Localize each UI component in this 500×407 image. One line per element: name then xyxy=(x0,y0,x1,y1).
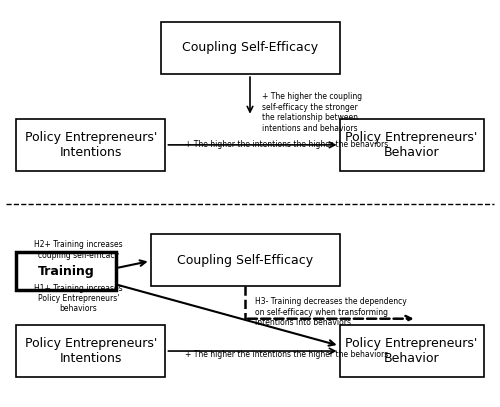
Text: Training: Training xyxy=(38,265,94,278)
FancyBboxPatch shape xyxy=(16,118,166,171)
Text: Policy Entrepreneurs'
Behavior: Policy Entrepreneurs' Behavior xyxy=(346,131,478,159)
FancyBboxPatch shape xyxy=(150,234,340,287)
FancyBboxPatch shape xyxy=(16,325,166,377)
Text: + The higher the intentions the higher the behaviors: + The higher the intentions the higher t… xyxy=(186,140,388,149)
FancyBboxPatch shape xyxy=(340,118,484,171)
Text: H2+ Training increases
coupling self-efficacy: H2+ Training increases coupling self-eff… xyxy=(34,240,123,260)
Text: Coupling Self-Efficacy: Coupling Self-Efficacy xyxy=(177,254,313,267)
FancyBboxPatch shape xyxy=(160,22,340,74)
Text: Policy Entrepreneurs'
Intentions: Policy Entrepreneurs' Intentions xyxy=(24,337,157,365)
Text: H1+ Training increases
Policy Entrepreneurs'
behaviors: H1+ Training increases Policy Entreprene… xyxy=(34,284,123,313)
Text: Policy Entrepreneurs'
Behavior: Policy Entrepreneurs' Behavior xyxy=(346,337,478,365)
Text: H3- Training decreases the dependency
on self-efficacy when transforming
intenti: H3- Training decreases the dependency on… xyxy=(255,297,406,327)
Text: Policy Entrepreneurs'
Intentions: Policy Entrepreneurs' Intentions xyxy=(24,131,157,159)
Text: Coupling Self-Efficacy: Coupling Self-Efficacy xyxy=(182,42,318,55)
FancyBboxPatch shape xyxy=(16,252,116,291)
FancyBboxPatch shape xyxy=(340,325,484,377)
Text: + The higher the coupling
self-efficacy the stronger
the relationship between
in: + The higher the coupling self-efficacy … xyxy=(262,92,362,133)
Text: + The higher the intentions the higher the behaviors: + The higher the intentions the higher t… xyxy=(186,350,388,359)
